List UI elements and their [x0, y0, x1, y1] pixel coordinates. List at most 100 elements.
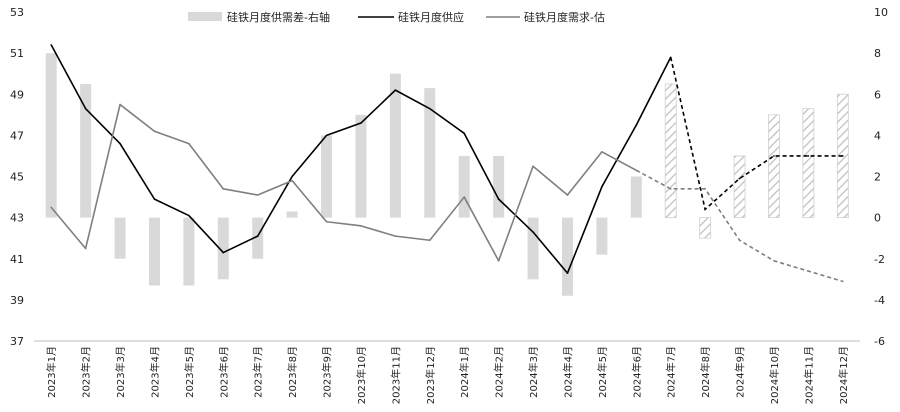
- point-supply: [153, 198, 156, 200]
- point-demand: [256, 194, 259, 196]
- point-demand: [394, 235, 397, 237]
- x-tick-label: 2023年5月: [183, 346, 196, 398]
- x-tick-label: 2024年12月: [837, 346, 850, 404]
- legend: 硅铁月度供需差-右轴 硅铁月度供应 硅铁月度需求-估: [188, 10, 605, 24]
- bar-gap: [664, 83, 677, 219]
- x-tick-label: 2024年9月: [734, 346, 747, 398]
- point-demand: [360, 225, 362, 227]
- point-demand: [325, 220, 328, 223]
- x-tick-label: 2023年12月: [424, 346, 437, 404]
- point-supply: [773, 155, 775, 157]
- point-demand: [153, 130, 156, 133]
- bar-gap: [802, 108, 815, 219]
- point-demand: [738, 239, 741, 242]
- bar-gap: [630, 176, 642, 218]
- point-supply: [807, 155, 810, 157]
- y-left-tick-label: 45: [10, 171, 24, 184]
- bar-gap: [321, 135, 333, 218]
- bar-gap: [493, 155, 505, 218]
- point-supply: [601, 185, 603, 188]
- x-tick-label: 2024年1月: [458, 346, 471, 398]
- legend-label-demand: 硅铁月度需求-估: [524, 10, 605, 24]
- point-supply: [463, 132, 466, 135]
- x-tick-label: 2023年3月: [114, 346, 127, 398]
- y-right-tick-label: -2: [874, 253, 885, 266]
- point-supply: [497, 198, 500, 200]
- point-supply: [84, 107, 87, 110]
- point-supply: [841, 155, 844, 157]
- y-left-tick-label: 49: [10, 88, 24, 101]
- y-right-tick-label: 2: [874, 171, 881, 184]
- point-demand: [222, 188, 225, 190]
- point-demand: [773, 260, 775, 262]
- x-tick-label: 2024年4月: [561, 346, 574, 398]
- point-supply: [669, 56, 672, 59]
- point-demand: [669, 188, 672, 190]
- point-supply: [428, 107, 431, 110]
- point-demand: [50, 206, 53, 209]
- bars-gap: [45, 53, 849, 296]
- line-demand: [50, 103, 637, 262]
- bar-gap: [286, 211, 298, 218]
- legend-swatch-gap: [188, 12, 222, 21]
- point-demand: [532, 165, 534, 168]
- point-demand: [635, 169, 638, 172]
- point-supply: [50, 44, 53, 46]
- bar-gap: [148, 217, 160, 286]
- point-supply: [119, 142, 121, 145]
- point-supply: [188, 214, 190, 217]
- bar-gap: [424, 88, 436, 218]
- x-tick-label: 2024年10月: [768, 346, 781, 404]
- x-tick-label: 2023年4月: [148, 346, 161, 398]
- point-demand: [704, 188, 706, 190]
- point-demand: [841, 280, 844, 283]
- y-right-tick-label: 0: [874, 212, 881, 225]
- point-supply: [566, 272, 569, 274]
- x-tick-label: 2023年2月: [80, 346, 93, 398]
- bar-gap: [768, 114, 780, 219]
- y-left-tick-label: 37: [10, 335, 24, 348]
- x-tick-label: 2024年7月: [665, 346, 678, 398]
- bar-gap: [458, 155, 470, 218]
- point-demand: [463, 196, 466, 198]
- point-demand: [428, 239, 431, 242]
- point-supply: [256, 235, 259, 237]
- bar-gap: [527, 217, 539, 280]
- y-left-tick-label: 41: [10, 253, 24, 266]
- y-axis-right: -6 -4 -2 0 2 4 6 8 10: [874, 6, 888, 348]
- bar-gap: [114, 217, 126, 259]
- x-tick-label: 2024年11月: [802, 346, 815, 404]
- x-tick-label: 2023年10月: [355, 346, 368, 404]
- point-supply: [291, 175, 293, 178]
- y-left-tick-label: 47: [10, 129, 24, 142]
- bar-gap: [252, 217, 264, 259]
- bar-gap: [45, 53, 57, 218]
- bar-gap: [699, 217, 712, 239]
- y-right-tick-label: 10: [874, 6, 888, 19]
- point-demand: [291, 179, 293, 182]
- bar-gap: [80, 83, 92, 218]
- x-tick-label: 2024年6月: [630, 346, 643, 398]
- bar-gap: [561, 217, 573, 296]
- point-demand: [497, 260, 500, 262]
- bar-gap: [355, 114, 367, 218]
- point-demand: [566, 194, 569, 196]
- point-demand: [119, 103, 121, 106]
- y-right-tick-label: 4: [874, 129, 881, 142]
- bar-gap: [389, 73, 401, 218]
- point-demand: [807, 270, 810, 272]
- point-demand: [601, 151, 603, 153]
- point-demand: [188, 142, 190, 145]
- y-right-tick-label: -4: [874, 294, 885, 307]
- y-left-tick-label: 53: [10, 6, 24, 19]
- point-demand: [84, 247, 87, 250]
- x-tick-label: 2024年3月: [527, 346, 540, 398]
- legend-item-demand: 硅铁月度需求-估: [486, 10, 605, 24]
- x-tick-label: 2023年1月: [45, 346, 58, 398]
- point-supply: [360, 122, 362, 124]
- bar-gap: [217, 217, 229, 280]
- y-left-tick-label: 43: [10, 212, 24, 225]
- legend-item-gap: 硅铁月度供需差-右轴: [188, 10, 330, 24]
- x-tick-label: 2023年9月: [321, 346, 334, 398]
